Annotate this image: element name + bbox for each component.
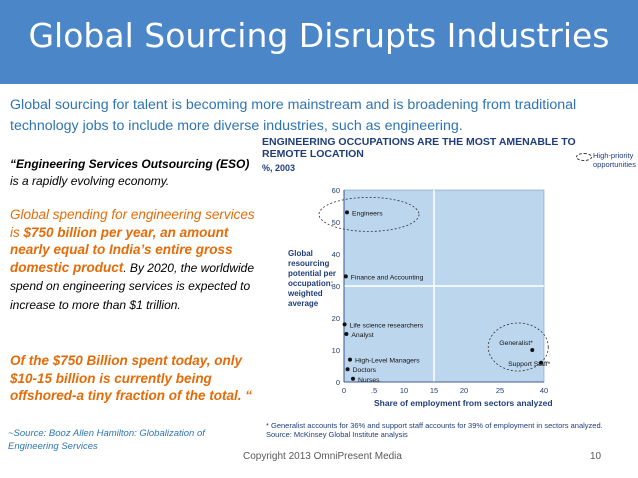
footnote-text: * Generalist accounts for 36% and suppor… — [266, 421, 603, 430]
x-tick-label: 0 — [342, 386, 346, 395]
point-label: Engineers — [352, 210, 383, 217]
exhibit-title: ENGINEERING OCCUPATIONS ARE THE MOST AME… — [262, 136, 576, 160]
footnote: * Generalist accounts for 36% and suppor… — [266, 421, 636, 439]
point-label: Support Staff* — [508, 361, 551, 368]
intro-text: Global sourcing for talent is becoming m… — [10, 97, 577, 134]
plot-area: 0 10 20 30 40 50 60 0 .5 10 15 20 25 40 Engineers Finan… — [318, 186, 551, 395]
point-label: Doctors — [353, 367, 377, 374]
point-label: Generalist* — [499, 340, 533, 347]
spend-part-1: Global spending for engineering services… — [10, 207, 255, 240]
point-label: High-Level Managers — [355, 358, 420, 365]
y-tick-label: 60 — [332, 186, 340, 195]
data-point — [345, 210, 349, 215]
y-tick-label: 50 — [332, 218, 340, 227]
point-label: Life science researchers — [350, 322, 424, 329]
eso-quote: “Engineering Services Outsourcing (ESO) … — [10, 156, 260, 190]
data-point — [351, 376, 355, 381]
x-tick-label: 15 — [430, 386, 438, 395]
x-tick-label: .5 — [371, 386, 377, 395]
data-point — [348, 357, 352, 362]
data-point — [344, 332, 349, 336]
slide-title: Global Sourcing Disrupts Industries — [28, 16, 610, 55]
point-label: Finance and Accounting — [351, 274, 424, 281]
y-axis-label: Global resourcing potential per occupati… — [288, 249, 337, 308]
data-point — [343, 274, 348, 279]
offshore-paragraph: Of the $750 Billion spent today, only $1… — [10, 353, 253, 403]
data-point — [345, 367, 350, 372]
copyright: Copyright 2013 OmniPresent Media — [243, 451, 402, 462]
point-label: Analyst — [351, 332, 373, 339]
x-tick-label: 10 — [400, 386, 408, 395]
title-bar — [0, 0, 638, 84]
data-point — [530, 348, 535, 352]
y-tick-label: 40 — [332, 250, 340, 259]
high-priority-oval — [487, 322, 549, 372]
scatter-chart: 0 10 20 30 40 50 60 0 .5 10 15 20 25 40 Engineers Finan… — [318, 186, 551, 395]
y-tick-label: 30 — [332, 282, 340, 291]
page-number: 10 — [590, 451, 602, 462]
y-tick-label: 10 — [332, 346, 340, 355]
spend-part-3: . By 2020, the worldwide spend on engine… — [10, 260, 255, 312]
x-tick-label: 25 — [496, 386, 504, 395]
exhibit-subtitle: %, 2003 — [262, 163, 296, 173]
footnote-source: Source: McKinsey Global Institute analys… — [266, 430, 408, 439]
point-label: Nurses — [358, 377, 380, 384]
eso-quote-rest: is a rapidly evolving economy. — [10, 174, 170, 188]
source-citation: ~Source: Booz Allen Hamilton: Globalizat… — [8, 428, 205, 452]
spend-paragraph: Global spending for engineering services… — [10, 206, 255, 314]
y-tick-label: 0 — [336, 378, 340, 387]
x-axis-label: Share of employment from sectors analyze… — [374, 398, 553, 408]
legend-label: High-priority opportunities — [593, 151, 636, 169]
x-tick-label: 20 — [460, 386, 468, 395]
legend-oval-icon — [576, 153, 592, 161]
eso-quote-bold: “Engineering Services Outsourcing (ESO) — [10, 157, 250, 171]
data-point — [539, 360, 544, 365]
y-tick-label: 20 — [332, 314, 340, 323]
spend-part-2: $750 billion per year, an amount nearly … — [10, 224, 233, 275]
data-point — [342, 322, 347, 327]
x-tick-label: 40 — [540, 386, 548, 395]
